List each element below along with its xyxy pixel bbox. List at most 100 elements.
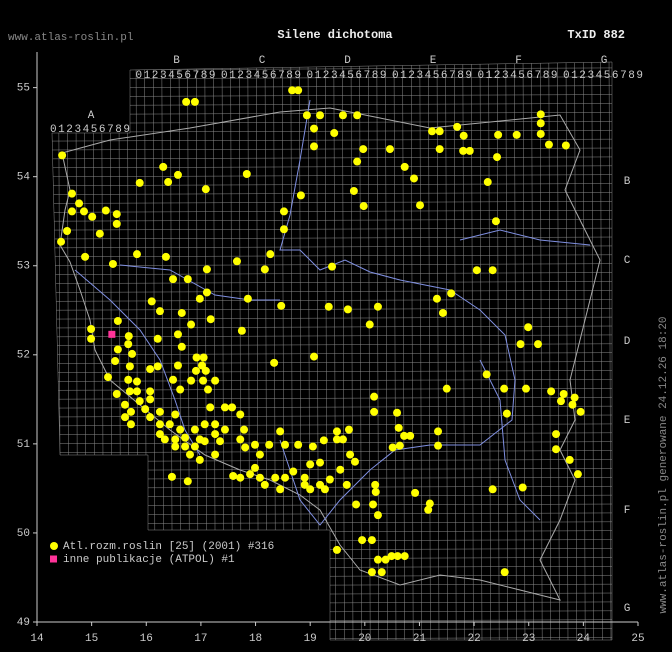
record-marker bbox=[371, 480, 380, 489]
record-marker bbox=[108, 259, 117, 268]
grid-line bbox=[52, 192, 612, 195]
y-tick-label: 54 bbox=[17, 172, 31, 184]
x-tick-label: 15 bbox=[85, 633, 98, 645]
record-marker bbox=[250, 440, 259, 449]
record-marker bbox=[211, 450, 220, 459]
grid-line bbox=[52, 290, 612, 293]
grid-line bbox=[539, 62, 543, 640]
y-tick-label: 49 bbox=[17, 617, 30, 629]
atpol-column-letter: E bbox=[430, 55, 437, 67]
record-marker bbox=[565, 455, 574, 464]
record-marker bbox=[385, 145, 394, 154]
record-marker bbox=[190, 97, 199, 106]
record-marker bbox=[552, 430, 561, 439]
record-marker bbox=[438, 308, 447, 317]
record-marker bbox=[101, 206, 110, 215]
x-tick-label: 14 bbox=[30, 633, 44, 645]
record-marker bbox=[294, 86, 303, 95]
record-marker bbox=[260, 480, 269, 489]
x-tick-label: 25 bbox=[631, 633, 644, 645]
record-marker bbox=[491, 217, 500, 226]
grid-line bbox=[471, 62, 474, 640]
atpol-column-letter: B bbox=[173, 55, 180, 67]
record-marker bbox=[306, 485, 315, 494]
record-marker bbox=[381, 555, 390, 564]
record-marker bbox=[296, 191, 305, 200]
grid-line bbox=[52, 334, 612, 338]
record-marker bbox=[211, 430, 220, 439]
grid-line bbox=[350, 62, 354, 640]
record-marker bbox=[125, 387, 134, 396]
record-marker bbox=[288, 86, 297, 95]
record-marker bbox=[135, 178, 144, 187]
grid-line bbox=[52, 165, 612, 169]
grid-line bbox=[52, 566, 612, 569]
record-marker bbox=[126, 407, 135, 416]
record-marker bbox=[332, 545, 341, 554]
grid-line bbox=[52, 503, 612, 507]
grid-line bbox=[52, 236, 612, 240]
grid-line bbox=[359, 62, 362, 640]
grid-line bbox=[52, 94, 612, 97]
record-marker bbox=[228, 403, 237, 412]
record-marker bbox=[112, 390, 121, 398]
record-marker bbox=[146, 395, 155, 404]
atpol-digits: 0123456789 bbox=[392, 70, 472, 82]
record-marker bbox=[406, 431, 415, 440]
grid-line bbox=[428, 62, 431, 640]
record-marker bbox=[377, 568, 386, 577]
record-marker bbox=[494, 130, 503, 139]
record-marker bbox=[359, 145, 368, 154]
grid-line bbox=[52, 147, 612, 151]
grid-line bbox=[52, 574, 612, 578]
record-marker bbox=[320, 485, 329, 494]
atpol-column-letter: A bbox=[88, 110, 95, 122]
record-marker bbox=[192, 353, 201, 362]
grid-line bbox=[52, 414, 612, 418]
atpol-row-letter: D bbox=[624, 336, 631, 348]
grid-line bbox=[52, 112, 612, 115]
atpol-column-letter: G bbox=[601, 55, 608, 67]
grid-line bbox=[52, 468, 612, 471]
grid-line bbox=[445, 62, 448, 640]
record-marker bbox=[432, 294, 441, 303]
record-marker bbox=[167, 472, 176, 481]
grid-line bbox=[52, 610, 612, 614]
record-marker bbox=[266, 250, 275, 259]
record-marker bbox=[255, 473, 264, 482]
record-marker bbox=[241, 443, 250, 452]
record-marker bbox=[201, 366, 210, 375]
y-tick-label: 53 bbox=[17, 261, 30, 273]
grid-line bbox=[496, 62, 500, 640]
record-marker bbox=[310, 352, 319, 361]
grid-line bbox=[52, 316, 612, 320]
grid-line bbox=[402, 62, 405, 640]
record-marker bbox=[276, 427, 285, 436]
x-tick-label: 19 bbox=[304, 633, 317, 645]
record-marker bbox=[128, 349, 137, 358]
record-marker bbox=[358, 536, 367, 545]
record-marker bbox=[236, 473, 245, 482]
grid-line bbox=[548, 62, 552, 640]
record-marker bbox=[255, 450, 264, 459]
record-marker bbox=[270, 358, 279, 367]
record-marker bbox=[171, 442, 180, 451]
record-marker bbox=[177, 308, 186, 317]
grid-line bbox=[52, 103, 612, 106]
grid-line bbox=[52, 183, 612, 186]
record-marker bbox=[416, 201, 425, 210]
record-marker bbox=[240, 425, 249, 434]
grid-line bbox=[52, 121, 612, 124]
record-marker bbox=[434, 427, 443, 436]
grid-line bbox=[582, 62, 586, 640]
record-marker bbox=[568, 400, 577, 409]
y-tick-label: 52 bbox=[17, 350, 30, 362]
grid-line bbox=[52, 441, 612, 444]
record-marker bbox=[367, 536, 376, 545]
record-marker bbox=[183, 275, 192, 284]
record-marker bbox=[500, 384, 509, 393]
record-marker bbox=[534, 340, 543, 349]
record-marker bbox=[159, 162, 168, 171]
record-marker bbox=[447, 289, 456, 298]
